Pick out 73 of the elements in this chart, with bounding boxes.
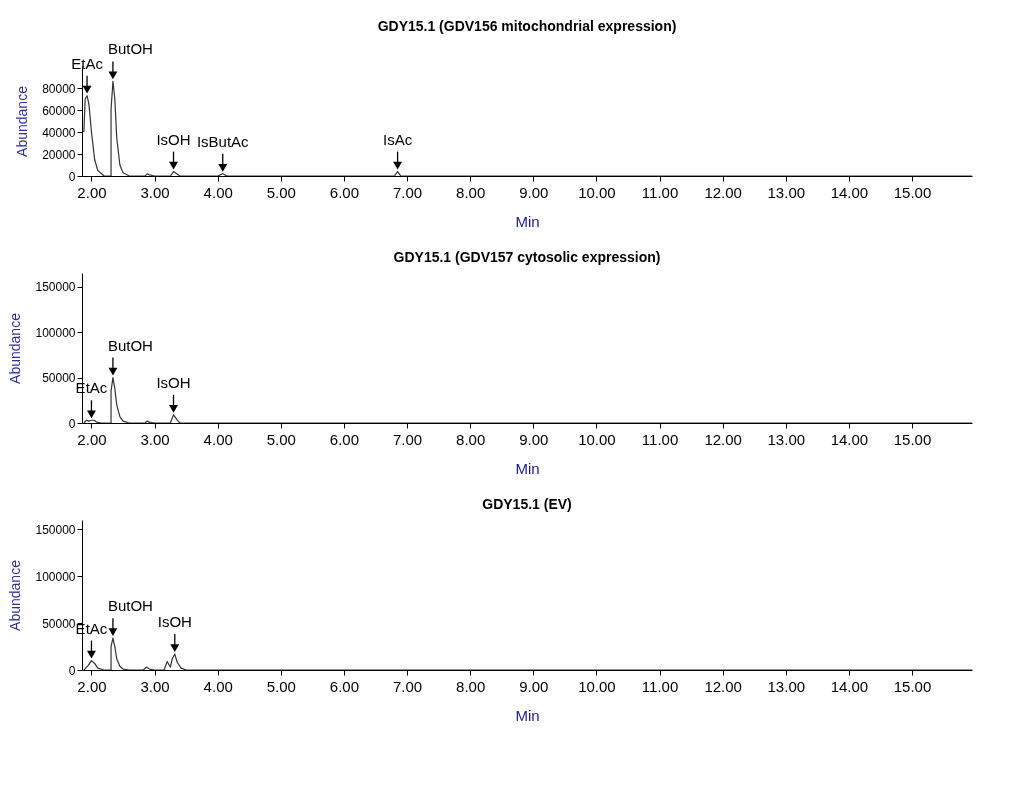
y-tick-label: 100000: [35, 325, 76, 340]
chart-title: GDY15.1 (GDV157 cytosolic expression): [393, 249, 661, 265]
x-tick-label: 3.00: [140, 430, 170, 448]
chart-title: GDY15.1 (GDV156 mitochondrial expression): [377, 18, 677, 35]
y-tick-label: 50000: [42, 371, 76, 386]
x-tick-label: 10.00: [578, 430, 616, 448]
x-tick-label: 9.00: [519, 183, 549, 201]
annotation: ButOH: [107, 336, 153, 354]
x-tick-label: 5.00: [266, 183, 296, 201]
x-tick-label: 9.00: [519, 677, 549, 695]
x-tick-label: 14.00: [830, 183, 869, 201]
x-tick-label: 13.00: [767, 183, 806, 201]
x-tick-label: 15.00: [893, 430, 932, 448]
y-tick-label: 80000: [42, 81, 76, 96]
x-tick-label: 8.00: [456, 677, 486, 695]
x-tick-label: 7.00: [392, 430, 423, 448]
x-axis-title: Min: [515, 706, 540, 724]
x-tick-label: 10.00: [578, 677, 616, 695]
x-tick-label: 2.00: [77, 183, 107, 201]
x-tick-label: 7.00: [392, 677, 423, 695]
x-tick-label: 3.00: [140, 183, 170, 201]
annotation: IsOH: [156, 130, 191, 148]
y-tick-label: 0: [68, 169, 76, 184]
y-tick-label: 40000: [42, 125, 76, 140]
x-tick-label: 13.00: [767, 430, 806, 448]
x-tick-label: 4.00: [203, 183, 233, 201]
annotation: IsOH: [156, 373, 191, 391]
annotation: ButOH: [107, 597, 153, 615]
x-tick-label: 8.00: [456, 183, 486, 201]
x-tick-label: 10.00: [578, 183, 616, 201]
annotation: EtAc: [71, 54, 104, 72]
y-axis-title: Abundance: [7, 312, 24, 384]
x-tick-label: 14.00: [830, 430, 869, 448]
x-tick-label: 4.00: [203, 677, 233, 695]
y-tick-label: 20000: [42, 147, 76, 162]
x-tick-label: 2.00: [77, 677, 107, 695]
annotation: IsButAc: [196, 132, 250, 150]
y-axis-title: Abundance: [14, 85, 31, 157]
x-tick-label: 11.00: [641, 430, 679, 448]
chart-title: GDY15.1 (EV): [482, 496, 572, 512]
x-tick-label: 4.00: [203, 430, 233, 448]
x-tick-label: 12.00: [704, 677, 742, 695]
x-tick-label: 7.00: [392, 183, 423, 201]
x-tick-label: 5.00: [266, 430, 296, 448]
x-tick-label: 15.00: [893, 677, 932, 695]
x-tick-label: 8.00: [456, 430, 486, 448]
x-tick-label: 12.00: [704, 430, 742, 448]
x-axis-title: Min: [515, 459, 540, 477]
x-tick-label: 9.00: [519, 430, 549, 448]
y-tick-label: 100000: [35, 569, 76, 584]
x-tick-label: 6.00: [329, 677, 360, 695]
x-tick-label: 6.00: [329, 430, 360, 448]
x-tick-label: 3.00: [140, 677, 170, 695]
y-tick-label: 150000: [35, 522, 76, 537]
y-tick-label: 60000: [42, 103, 76, 118]
y-tick-label: 150000: [35, 280, 76, 295]
annotation: ButOH: [107, 40, 153, 58]
x-tick-label: 14.00: [830, 677, 869, 695]
x-tick-label: 13.00: [767, 677, 806, 695]
x-tick-label: 2.00: [77, 430, 107, 448]
annotation: IsOH: [157, 613, 192, 631]
x-tick-label: 11.00: [641, 183, 679, 201]
annotation: IsAc: [383, 130, 413, 148]
y-axis-title: Abundance: [7, 559, 24, 631]
x-tick-label: 6.00: [329, 183, 360, 201]
x-tick-label: 5.00: [266, 677, 296, 695]
y-tick-label: 50000: [42, 616, 76, 631]
x-tick-label: 11.00: [641, 677, 679, 695]
x-tick-label: 12.00: [704, 183, 742, 201]
y-tick-label: 0: [68, 663, 76, 678]
x-tick-label: 15.00: [893, 183, 932, 201]
x-axis-title: Min: [515, 212, 540, 230]
y-tick-label: 0: [68, 416, 76, 431]
